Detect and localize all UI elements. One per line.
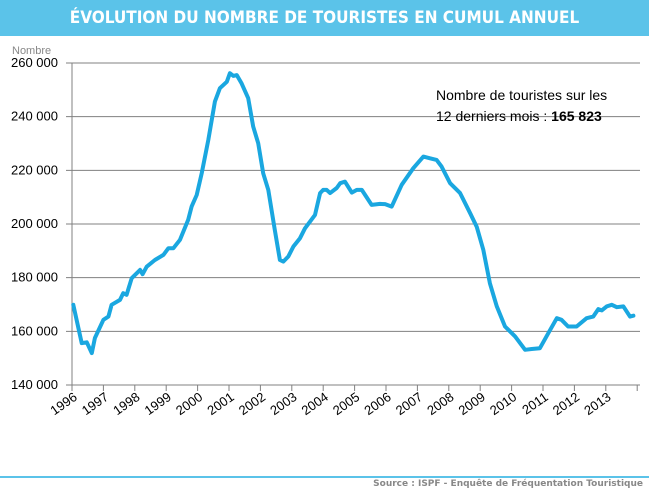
y-tick-label: 220 000 [11,162,58,177]
source-note: Source : ISPF - Enquête de Fréquentation… [373,479,643,489]
x-tick-label: 2002 [236,389,268,418]
x-tick-label: 2001 [204,389,236,418]
x-tick-label: 2006 [361,389,393,418]
y-tick-label: 260 000 [11,55,58,70]
chart-title-banner: ÉVOLUTION DU NOMBRE DE TOURISTES EN CUMU… [0,0,649,36]
x-tick-label: 2008 [424,389,456,418]
x-tick-label: 2005 [330,389,362,418]
x-tick-label: 1996 [47,389,79,418]
x-tick-label: 2013 [581,389,613,418]
x-tick-label: 2010 [487,389,519,418]
y-axis-label: Nombre [12,45,51,57]
x-tick-label: 2004 [299,389,331,418]
x-tick-label: 1997 [79,389,111,418]
x-tick-label: 2012 [550,389,582,418]
y-tick-label: 240 000 [11,109,58,124]
x-tick-labels: 1996 1997 1998 1999 2000 2001 2002 2003 2004 2005… [47,389,613,418]
x-tick-label: 1998 [110,389,142,418]
x-tick-label: 1999 [142,389,174,418]
x-tick-label: 2011 [519,389,551,417]
chart-title: ÉVOLUTION DU NOMBRE DE TOURISTES EN CUMU… [69,8,580,28]
x-tick-label: 2009 [456,389,488,418]
annotation: Nombre de touristes sur les 12 derniers … [436,85,607,127]
gridlines [66,62,640,332]
annotation-line1: Nombre de touristes sur les [436,87,608,103]
x-tick-label: 2003 [267,389,299,418]
y-tick-labels: 140 000 160 000 180 000 200 000 220 000 240 0… [11,55,58,392]
y-tick-label: 200 000 [11,216,58,231]
annotation-value: 165 823 [551,108,602,124]
annotation-line2-prefix: 12 derniers mois : [436,108,552,124]
footer-divider [0,476,649,478]
axes [66,63,640,391]
y-tick-label: 160 000 [11,323,58,338]
y-tick-label: 180 000 [11,270,58,285]
x-tick-label: 2007 [393,389,425,418]
y-tick-label: 140 000 [11,377,58,392]
series-line [71,71,636,356]
x-tick-label: 2000 [173,389,205,418]
